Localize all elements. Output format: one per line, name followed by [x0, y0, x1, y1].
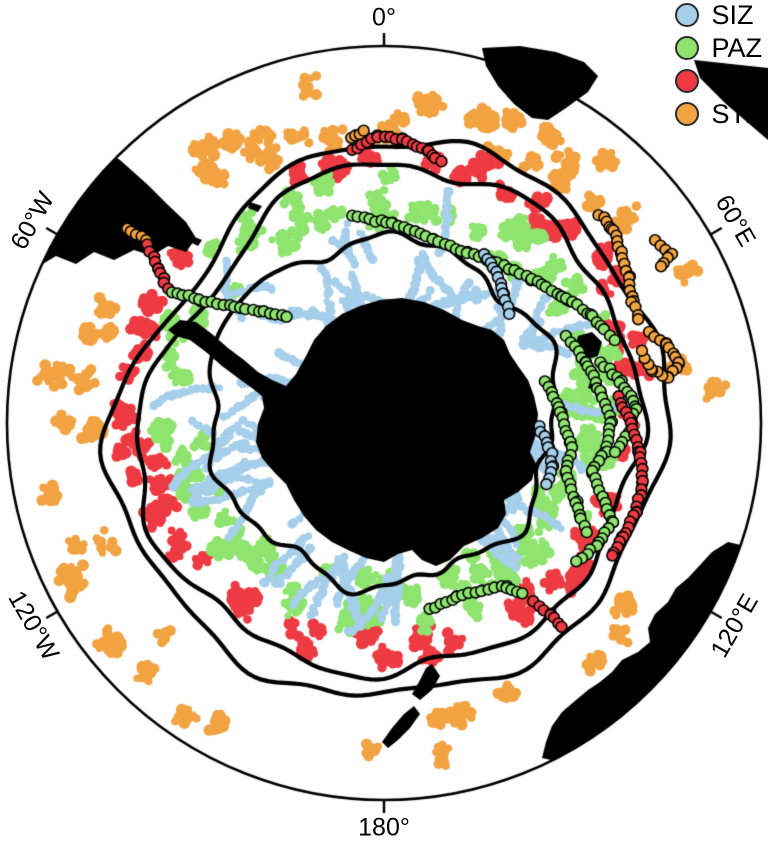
legend-item-paz: PAZ	[675, 32, 764, 63]
legend: SIZ PAZ SAZ STZ	[675, 0, 764, 129]
longitude-label-0: 0°	[372, 3, 396, 32]
legend-label-stz: STZ	[711, 98, 763, 129]
stz-color-swatch	[675, 102, 700, 126]
legend-label-siz: SIZ	[711, 0, 754, 30]
longitude-label-180: 180°	[358, 813, 410, 842]
legend-item-stz: STZ	[675, 98, 764, 129]
siz-color-swatch	[675, 3, 700, 27]
legend-item-saz: SAZ	[675, 65, 764, 96]
saz-color-swatch	[675, 69, 700, 93]
legend-label-saz: SAZ	[711, 65, 764, 96]
legend-label-paz: PAZ	[711, 32, 762, 63]
legend-item-siz: SIZ	[675, 0, 764, 30]
paz-color-swatch	[675, 36, 700, 60]
